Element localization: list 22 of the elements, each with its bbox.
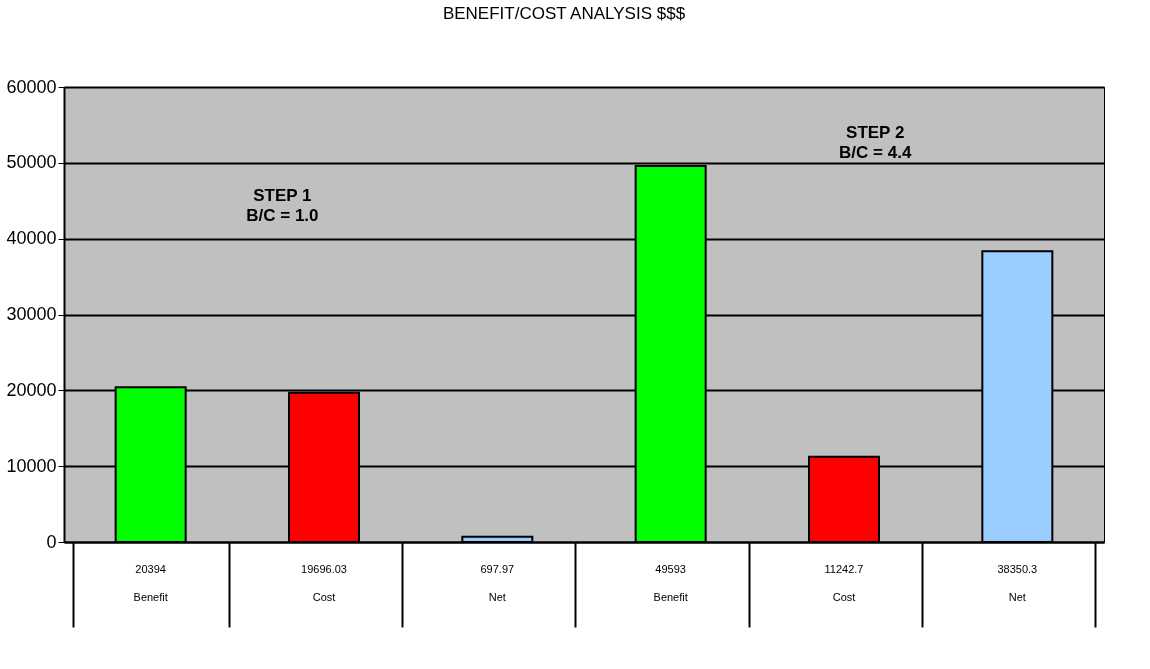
x-tick-label: Cost (312, 591, 336, 603)
data-label: 38350.3 (997, 563, 1038, 575)
x-tick-label: Benefit (133, 591, 168, 603)
x-tick-label: Cost (832, 591, 856, 603)
y-tick-label: 10000 (6, 455, 57, 476)
y-tick-label: 0 (46, 531, 57, 552)
data-label: 19696.03 (301, 563, 347, 575)
annotation: STEP 2 B/C = 4.4 (839, 122, 912, 162)
data-label: 11242.7 (824, 563, 864, 575)
annotation: STEP 1 B/C = 1.0 (246, 186, 319, 226)
data-label: 49593 (655, 563, 686, 575)
chart-title: BENEFIT/COST ANALYSIS $$$ (442, 4, 686, 23)
x-tick-label: Net (1008, 591, 1026, 603)
y-tick-label: 30000 (6, 304, 57, 324)
x-tick-label: Net (488, 591, 506, 603)
data-label: 697.97 (480, 563, 515, 575)
y-tick-label: 40000 (6, 228, 57, 249)
data-label: 20394 (135, 563, 166, 575)
y-tick-label: 60000 (6, 76, 57, 97)
y-tick-label: 50000 (6, 152, 57, 173)
x-tick-label: Benefit (653, 591, 688, 603)
y-tick-label: 20000 (6, 379, 57, 400)
